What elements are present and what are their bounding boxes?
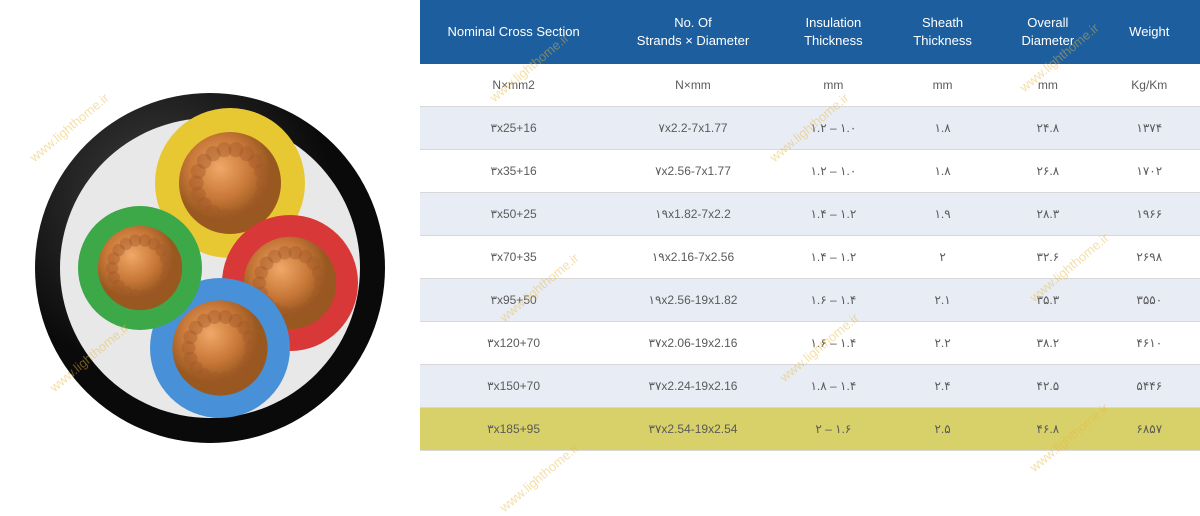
table-cell: ۱۳۷۴ [1099,107,1200,150]
table-cell: ۳x185+95 [420,408,607,451]
table-cell: ۳۸.۲ [997,322,1098,365]
table-cell: ۳x120+70 [420,322,607,365]
table-cell: ۱۷۰۲ [1099,150,1200,193]
table-cell: ۴۲.۵ [997,365,1098,408]
table-cell: ۱.۲ – ۱.۰ [779,150,888,193]
table-header-cell: SheathThickness [888,0,997,64]
table-cell: mm [997,64,1098,107]
table-cell: ۲ – ۱.۶ [779,408,888,451]
table-row: ۳x185+95۳۷x2.54-19x2.54۲ – ۱.۶۲.۵۴۶.۸۶۸۵… [420,408,1200,451]
table-row: ۳x95+50۱۹x2.56-19x1.82۱.۶ – ۱.۴۲.۱۳۵.۳۳۵… [420,279,1200,322]
table-cell: ۱.۲ – ۱.۰ [779,107,888,150]
table-cell: ۲۴.۸ [997,107,1098,150]
table-row: ۳x35+16۷x2.56-7x1.77۱.۲ – ۱.۰۱.۸۲۶.۸۱۷۰۲ [420,150,1200,193]
table-cell: ۲۸.۳ [997,193,1098,236]
table-cell: Kg/Km [1099,64,1200,107]
table-cell: mm [888,64,997,107]
table-row: ۳x50+25۱۹x1.82-7x2.2۱.۴ – ۱.۲۱.۹۲۸.۳۱۹۶۶ [420,193,1200,236]
table-cell: N×mm2 [420,64,607,107]
cable-image-panel [0,0,420,516]
table-cell: ۱.۸ – ۱.۴ [779,365,888,408]
table-cell: ۳۷x2.54-19x2.54 [607,408,779,451]
table-cell: ۶۸۵۷ [1099,408,1200,451]
table-cell: ۲.۱ [888,279,997,322]
table-cell: ۲۶.۸ [997,150,1098,193]
table-cell: ۱۹x1.82-7x2.2 [607,193,779,236]
table-cell: ۳x50+25 [420,193,607,236]
table-cell: N×mm [607,64,779,107]
table-cell: ۱۹x2.56-19x1.82 [607,279,779,322]
table-header-cell: No. OfStrands × Diameter [607,0,779,64]
table-cell: ۳x25+16 [420,107,607,150]
table-cell: ۳۵۵۰ [1099,279,1200,322]
table-cell: ۲.۲ [888,322,997,365]
table-cell: ۴۶۱۰ [1099,322,1200,365]
table-cell: ۳۷x2.06-19x2.16 [607,322,779,365]
table-cell: ۲۶۹۸ [1099,236,1200,279]
table-row: ۳x150+70۳۷x2.24-19x2.16۱.۸ – ۱.۴۲.۴۴۲.۵۵… [420,365,1200,408]
table-cell: ۳x150+70 [420,365,607,408]
table-cell: ۱.۴ – ۱.۲ [779,193,888,236]
table-cell: ۱.۴ – ۱.۲ [779,236,888,279]
table-row: N×mm2N×mmmmmmmmKg/Km [420,64,1200,107]
table-cell: ۷x2.2-7x1.77 [607,107,779,150]
table-cell: ۵۴۴۶ [1099,365,1200,408]
table-cell: ۳۵.۳ [997,279,1098,322]
table-cell: ۱.۶ – ۱.۴ [779,279,888,322]
table-header-cell: Weight [1099,0,1200,64]
table-cell: ۱۹x2.16-7x2.56 [607,236,779,279]
table-header-cell: InsulationThickness [779,0,888,64]
table-cell: ۱.۸ [888,107,997,150]
table-row: ۳x70+35۱۹x2.16-7x2.56۱.۴ – ۱.۲۲۳۲.۶۲۶۹۸ [420,236,1200,279]
table-row: ۳x120+70۳۷x2.06-19x2.16۱.۶ – ۱.۴۲.۲۳۸.۲۴… [420,322,1200,365]
table-cell: ۲.۴ [888,365,997,408]
table-cell: mm [779,64,888,107]
table-header-cell: OverallDiameter [997,0,1098,64]
table-cell: ۳۲.۶ [997,236,1098,279]
table-cell: ۴۶.۸ [997,408,1098,451]
table-cell: ۳۷x2.24-19x2.16 [607,365,779,408]
table-row: ۳x25+16۷x2.2-7x1.77۱.۲ – ۱.۰۱.۸۲۴.۸۱۳۷۴ [420,107,1200,150]
table-cell: ۳x70+35 [420,236,607,279]
table-header-row: Nominal Cross SectionNo. OfStrands × Dia… [420,0,1200,64]
table-cell: ۱.۶ – ۱.۴ [779,322,888,365]
table-cell: ۱.۹ [888,193,997,236]
table-cell: ۲.۵ [888,408,997,451]
table-cell: ۳x35+16 [420,150,607,193]
table-cell: ۲ [888,236,997,279]
table-cell: ۱۹۶۶ [1099,193,1200,236]
cable-spec-table: Nominal Cross SectionNo. OfStrands × Dia… [420,0,1200,451]
table-panel: Nominal Cross SectionNo. OfStrands × Dia… [420,0,1200,516]
table-header-cell: Nominal Cross Section [420,0,607,64]
cable-illustration [20,68,400,448]
table-cell: ۱.۸ [888,150,997,193]
table-cell: ۳x95+50 [420,279,607,322]
table-cell: ۷x2.56-7x1.77 [607,150,779,193]
